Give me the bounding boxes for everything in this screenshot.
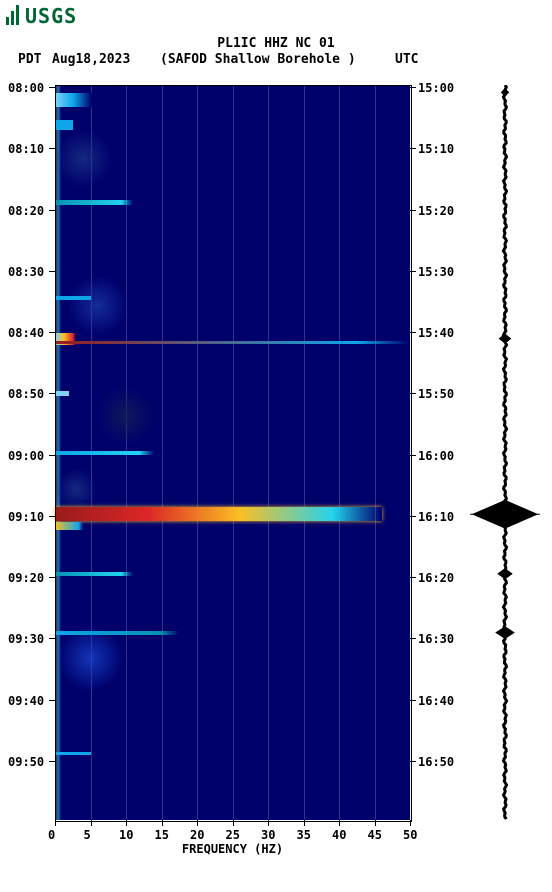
gridline [410,85,411,820]
event-band [55,341,410,344]
y-tick [410,210,416,211]
y-right-tick-label: 16:00 [418,449,454,463]
y-right-tick-label: 15:20 [418,204,454,218]
y-left-tick-label: 08:40 [8,326,44,340]
y-right-tick-label: 15:30 [418,265,454,279]
x-tick-label: 25 [226,828,240,842]
event-band [55,631,179,635]
event-band [55,120,73,130]
y-tick [410,700,416,701]
x-tick-label: 20 [190,828,204,842]
x-tick-label: 0 [48,828,55,842]
x-tick-label: 15 [155,828,169,842]
y-left-tick-label: 08:50 [8,387,44,401]
y-right-tick-label: 15:10 [418,142,454,156]
event-band [55,200,133,205]
x-tick [91,820,92,826]
x-tick [126,820,127,826]
y-left-tick-label: 09:00 [8,449,44,463]
y-tick [49,148,55,149]
y-left-tick-label: 09:50 [8,755,44,769]
event-band [55,451,154,455]
spectrogram-plot [55,85,410,820]
usgs-logo: USGS [6,4,77,30]
x-tick [197,820,198,826]
y-left-tick-label: 08:10 [8,142,44,156]
y-tick [410,761,416,762]
y-tick [49,271,55,272]
logo-text: USGS [25,4,77,28]
y-right-tick-label: 16:20 [418,571,454,585]
logo-bars [6,5,21,30]
x-tick-label: 35 [297,828,311,842]
event-band [55,93,98,107]
y-right-tick-label: 16:40 [418,694,454,708]
waveform-spike [501,88,509,97]
x-tick [233,820,234,826]
y-tick [410,332,416,333]
x-tick [304,820,305,826]
y-right-tick-label: 16:30 [418,632,454,646]
event-band [55,522,83,530]
y-right-tick-label: 16:50 [418,755,454,769]
y-left-tick-label: 09:30 [8,632,44,646]
waveform-spike [499,333,512,343]
x-tick-label: 50 [403,828,417,842]
y-left-tick-label: 09:40 [8,694,44,708]
y-left-tick-label: 09:10 [8,510,44,524]
y-tick [410,516,416,517]
station-title: PL1IC HHZ NC 01 [0,36,552,51]
event-band [55,391,69,396]
y-tick [49,638,55,639]
event-band [55,296,91,300]
x-tick [162,820,163,826]
y-right-tick-label: 16:10 [418,510,454,524]
x-tick-label: 5 [84,828,91,842]
x-tick [375,820,376,826]
y-tick [49,332,55,333]
y-tick [410,148,416,149]
date-label: Aug18,2023 [52,52,130,67]
x-tick-label: 10 [119,828,133,842]
waveform-spike [497,568,512,579]
y-tick [49,87,55,88]
y-left-tick-label: 08:00 [8,81,44,95]
y-tick [49,210,55,211]
y-tick [410,577,416,578]
waveform-strip [470,85,540,820]
right-timezone: UTC [395,52,418,67]
left-timezone: PDT [18,52,41,67]
y-right-tick-label: 15:40 [418,326,454,340]
x-tick-label: 45 [368,828,382,842]
y-tick [410,455,416,456]
x-axis-label: FREQUENCY (HZ) [55,842,410,856]
y-tick [410,271,416,272]
y-tick [49,393,55,394]
y-tick [49,700,55,701]
x-tick [339,820,340,826]
x-tick-label: 40 [332,828,346,842]
y-left-tick-label: 08:30 [8,265,44,279]
main-event-band [55,507,382,521]
x-tick [268,820,269,826]
y-left-tick-label: 09:20 [8,571,44,585]
x-tick-label: 30 [261,828,275,842]
site-label: (SAFOD Shallow Borehole ) [160,52,356,67]
x-tick [55,820,56,826]
y-left-tick-label: 08:20 [8,204,44,218]
event-band [55,752,91,755]
y-right-tick-label: 15:50 [418,387,454,401]
y-right-tick-label: 15:00 [418,81,454,95]
x-tick [410,820,411,826]
y-tick [49,455,55,456]
y-tick [49,761,55,762]
event-band [55,572,133,576]
y-tick [49,577,55,578]
y-tick [49,516,55,517]
waveform-baseline [503,85,506,819]
y-tick [410,393,416,394]
y-tick [410,87,416,88]
y-tick [410,638,416,639]
